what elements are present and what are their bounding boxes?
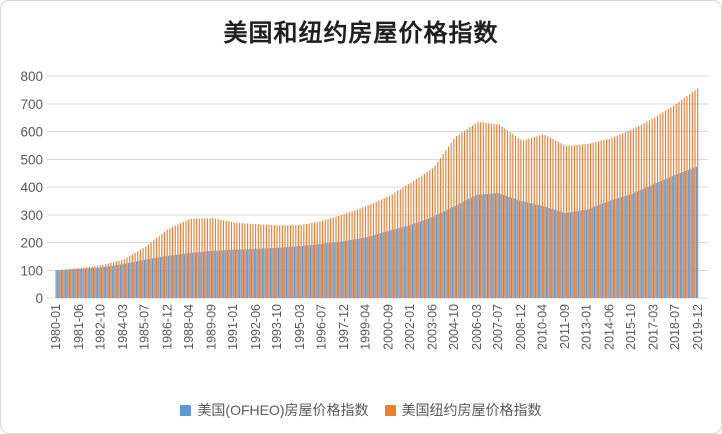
- svg-text:2008-12: 2008-12: [514, 304, 528, 350]
- svg-text:1989-09: 1989-09: [205, 304, 219, 350]
- svg-text:400: 400: [20, 180, 43, 195]
- svg-text:800: 800: [20, 69, 43, 84]
- svg-text:2013-01: 2013-01: [580, 304, 594, 350]
- svg-text:300: 300: [20, 208, 43, 223]
- svg-text:500: 500: [20, 152, 43, 167]
- svg-text:2006-03: 2006-03: [470, 304, 484, 350]
- svg-text:2010-04: 2010-04: [535, 304, 549, 350]
- svg-text:600: 600: [20, 125, 43, 140]
- svg-text:1984-03: 1984-03: [116, 304, 130, 350]
- svg-text:1981-06: 1981-06: [72, 304, 86, 350]
- svg-text:1992-06: 1992-06: [249, 304, 263, 350]
- svg-text:2018-07: 2018-07: [668, 304, 682, 350]
- svg-text:1988-04: 1988-04: [182, 304, 196, 350]
- svg-text:1997-12: 1997-12: [337, 304, 351, 350]
- svg-text:2014-06: 2014-06: [602, 304, 616, 350]
- chart-legend: 美国(OFHEO)房屋价格指数 美国纽约房屋价格指数: [1, 400, 721, 420]
- svg-text:2019-12: 2019-12: [691, 304, 705, 350]
- svg-text:100: 100: [20, 263, 43, 278]
- svg-text:2004-10: 2004-10: [447, 304, 461, 350]
- legend-label-ny: 美国纽约房屋价格指数: [401, 402, 542, 418]
- svg-text:700: 700: [20, 97, 43, 112]
- svg-text:1993-10: 1993-10: [270, 304, 284, 350]
- svg-text:2000-09: 2000-09: [381, 304, 395, 350]
- svg-text:1985-07: 1985-07: [138, 304, 152, 350]
- svg-text:1980-01: 1980-01: [49, 304, 63, 350]
- legend-item-ny: 美国纽约房屋价格指数: [384, 400, 542, 420]
- svg-text:2007-07: 2007-07: [491, 304, 505, 350]
- svg-text:1986-12: 1986-12: [160, 304, 174, 350]
- legend-label-us: 美国(OFHEO)房屋价格指数: [197, 402, 369, 418]
- svg-text:1996-07: 1996-07: [314, 304, 328, 350]
- svg-text:2015-10: 2015-10: [624, 304, 638, 350]
- svg-text:2003-06: 2003-06: [426, 304, 440, 350]
- svg-text:2011-09: 2011-09: [558, 304, 572, 349]
- svg-text:2017-03: 2017-03: [647, 304, 661, 350]
- svg-text:0: 0: [35, 291, 43, 306]
- legend-item-us: 美国(OFHEO)房屋价格指数: [180, 400, 369, 420]
- svg-text:2002-01: 2002-01: [403, 304, 417, 350]
- svg-text:1995-03: 1995-03: [293, 304, 307, 350]
- legend-swatch-ny-icon: [384, 404, 396, 416]
- svg-text:200: 200: [20, 236, 43, 251]
- chart-title: 美国和纽约房屋价格指数: [223, 21, 499, 47]
- legend-swatch-us-icon: [180, 404, 192, 416]
- svg-text:1991-01: 1991-01: [226, 304, 240, 350]
- svg-text:1982-10: 1982-10: [93, 304, 107, 350]
- svg-text:1999-04: 1999-04: [359, 304, 373, 350]
